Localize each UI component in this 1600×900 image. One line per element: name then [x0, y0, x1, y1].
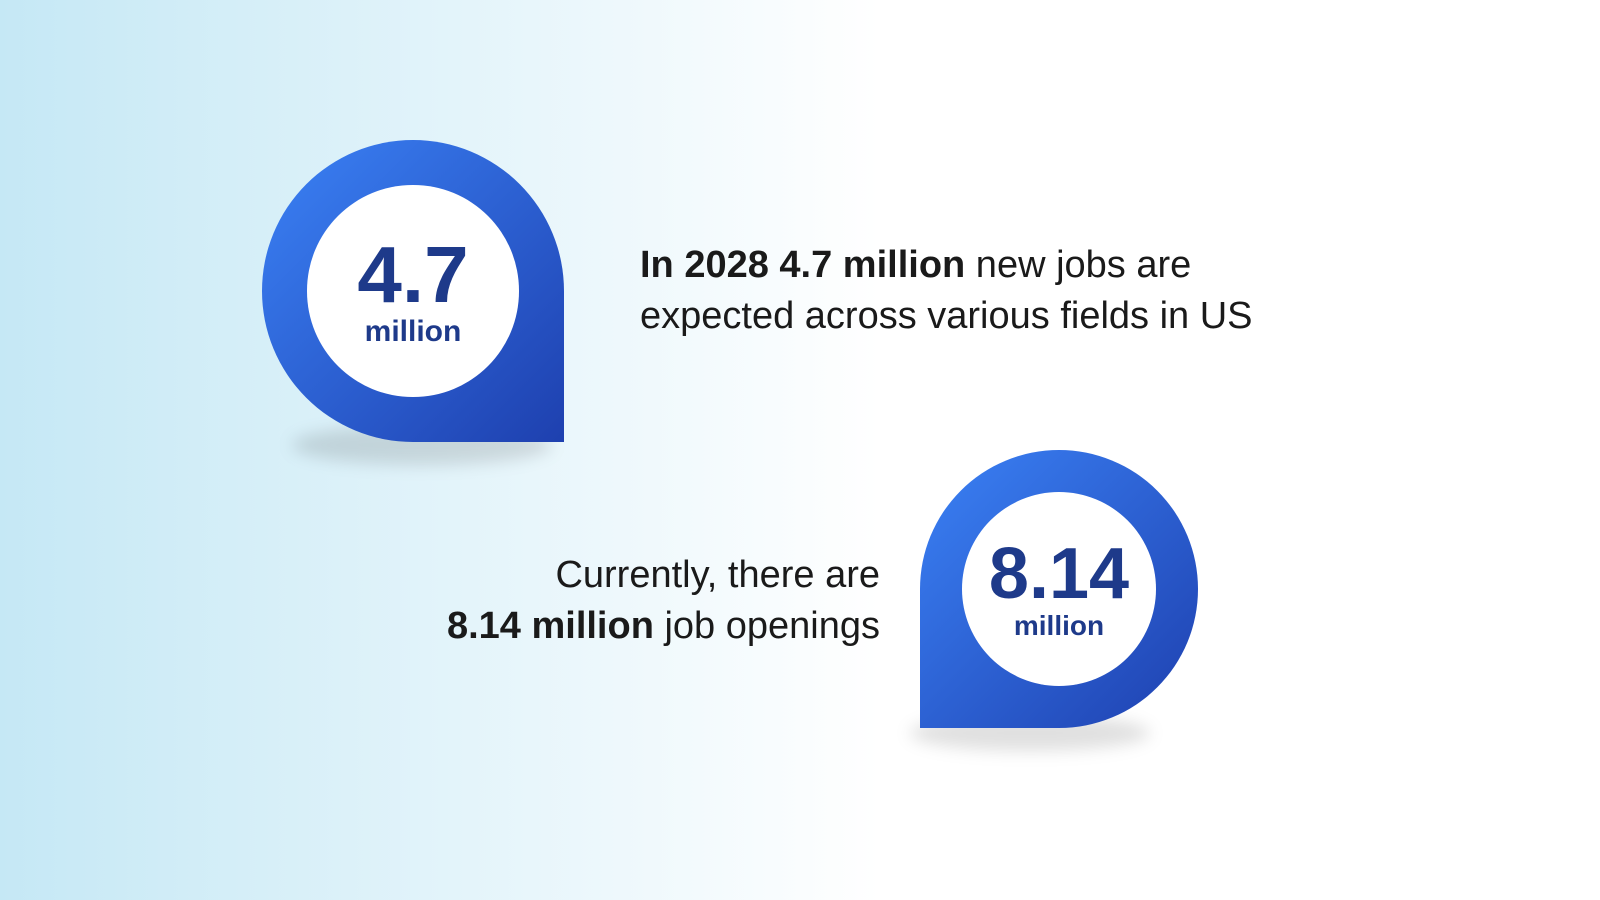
stat2-value: 8.14: [989, 538, 1129, 610]
stat1-desc-bold: In 2028 4.7 million: [640, 244, 965, 286]
stat2-desc-rest: job openings: [654, 605, 880, 647]
stat2-description: Currently, there are 8.14 million job op…: [290, 550, 880, 653]
stat2-pin: 8.14 million: [920, 450, 1198, 728]
stat1-value: 4.7: [357, 235, 468, 315]
stat1-description: In 2028 4.7 million new jobs are expecte…: [640, 240, 1280, 343]
infographic-content: 4.7 million In 2028 4.7 million new jobs…: [0, 0, 1600, 900]
stat1-pin-inner: 4.7 million: [307, 185, 518, 396]
stat1-pin: 4.7 million: [262, 140, 564, 442]
stat1-unit: million: [365, 317, 462, 347]
stat2-desc-bold: 8.14 million: [447, 605, 654, 647]
stat2-unit: million: [1014, 612, 1104, 640]
stat2-desc-line1: Currently, there are: [555, 554, 880, 596]
stat2-pin-inner: 8.14 million: [962, 492, 1157, 687]
